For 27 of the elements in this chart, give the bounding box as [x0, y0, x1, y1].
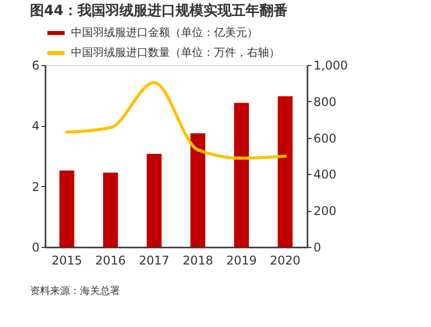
bar — [146, 154, 162, 247]
bar — [278, 96, 293, 247]
y-tick-label: 6 — [32, 58, 40, 72]
legend-label: 中国羽绒服进口数量（单位：万件，右轴） — [71, 46, 280, 59]
y2-tick-label: 800 — [314, 94, 336, 109]
x-tick-label: 2019 — [226, 254, 257, 268]
x-tick-label: 2020 — [270, 254, 300, 268]
y2-tick-label: 400 — [314, 168, 336, 182]
bar — [103, 172, 118, 247]
x-tick-label: 2016 — [95, 254, 126, 268]
y2-tick-label: 1,000 — [314, 58, 348, 72]
bar — [59, 170, 74, 247]
y2-tick-label: 200 — [314, 204, 336, 218]
x-tick-label: 2017 — [138, 254, 170, 268]
y2-tick-label: 0 — [314, 240, 322, 254]
y-tick-label: 2 — [32, 180, 40, 194]
text: 资料来源：海关总署 — [30, 285, 120, 297]
legend-label: 中国羽绒服进口金额（单位：亿美元） — [71, 26, 258, 39]
x-tick-label: 2015 — [52, 254, 82, 268]
line-series — [65, 81, 287, 160]
bar — [234, 102, 249, 247]
bar — [190, 133, 206, 247]
y2-tick-label: 600 — [314, 131, 336, 146]
chart-title: 图44：我国羽绒服进口规模实现五年翻番 — [30, 2, 288, 19]
x-tick-label: 2018 — [182, 254, 214, 268]
y-tick-label: 4 — [32, 119, 40, 134]
y-tick-label: 0 — [32, 240, 40, 254]
